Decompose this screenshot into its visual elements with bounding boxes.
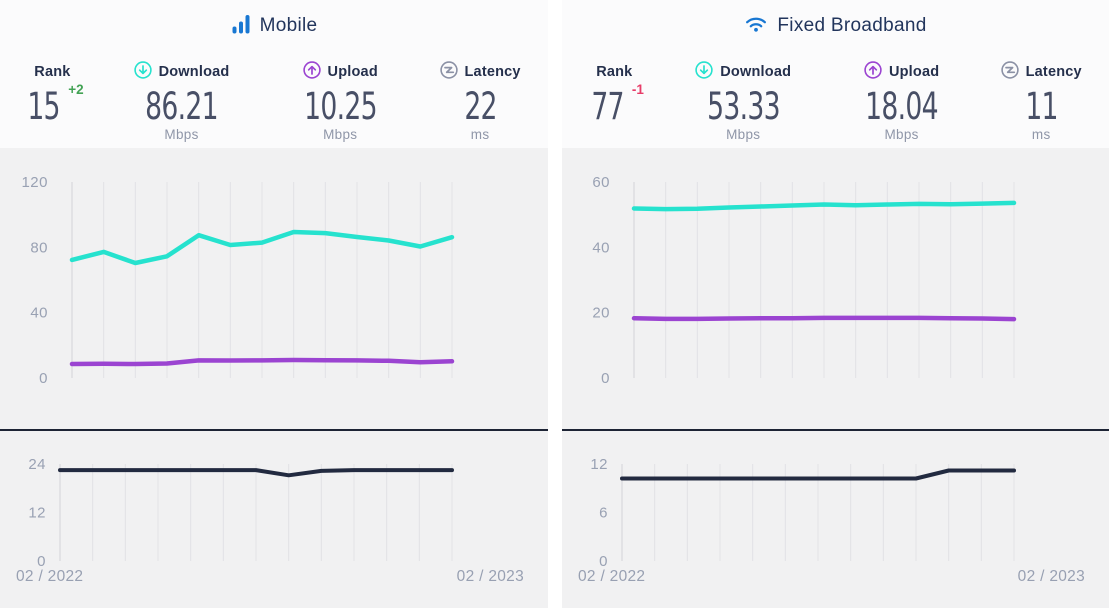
latency-unit: ms	[1031, 127, 1051, 142]
latency-label: Latency	[464, 64, 521, 80]
rank-delta-badge: +2	[68, 82, 84, 97]
fixed-latency-chart[interactable]: 0 6 12	[562, 440, 1109, 568]
stat-upload: Upload 10.25 Mbps	[262, 60, 418, 142]
download-arrow-icon	[695, 60, 713, 84]
chart-divider	[0, 429, 548, 431]
latency-zigzag-icon	[439, 60, 458, 84]
x-axis-labels: 02 / 2022 02 / 2023	[16, 568, 524, 586]
svg-text:12: 12	[590, 456, 608, 473]
stat-upload: Upload 18.04 Mbps	[824, 60, 980, 142]
x-axis-start-label: 02 / 2022	[16, 568, 84, 585]
x-axis-end-label: 02 / 2023	[1017, 568, 1085, 585]
latency-zigzag-icon	[1000, 60, 1019, 84]
svg-text:40: 40	[30, 305, 48, 322]
download-label: Download	[158, 64, 230, 80]
chart-divider	[562, 429, 1109, 431]
fixed-title-row[interactable]: Fixed Broadband	[562, 0, 1109, 41]
mobile-charts-area: 0 40 80 120 0 12 24 02 / 2022 02 / 2023	[0, 148, 548, 608]
stat-latency: Latency 11 ms	[979, 60, 1103, 142]
svg-text:20: 20	[592, 305, 610, 322]
upload-unit: Mbps	[884, 127, 919, 142]
fixed-broadband-panel: Fixed Broadband Rank 77 -1	[562, 0, 1109, 608]
panel-gap-divider	[548, 0, 562, 608]
upload-arrow-icon	[864, 60, 882, 84]
svg-text:120: 120	[21, 174, 48, 191]
svg-text:0: 0	[599, 553, 608, 568]
download-unit: Mbps	[164, 127, 199, 142]
upload-label: Upload	[888, 64, 940, 80]
fixed-stats-row: Rank 77 -1	[562, 60, 1109, 142]
x-axis-start-label: 02 / 2022	[578, 568, 646, 585]
svg-text:80: 80	[30, 239, 48, 256]
download-value: 86.21	[145, 85, 218, 128]
upload-unit: Mbps	[323, 127, 358, 142]
stat-download: Download 53.33 Mbps	[663, 60, 824, 142]
fixed-panel-header: Fixed Broadband Rank 77 -1	[562, 0, 1109, 148]
download-arrow-icon	[133, 60, 152, 84]
svg-text:0: 0	[601, 370, 610, 387]
download-label: Download	[720, 64, 792, 80]
mobile-latency-chart[interactable]: 0 12 24	[0, 440, 548, 568]
stat-rank: Rank 77 -1	[566, 62, 663, 142]
mobile-speed-chart[interactable]: 0 40 80 120	[0, 148, 548, 429]
x-axis-labels: 02 / 2022 02 / 2023	[578, 568, 1085, 586]
x-axis-end-label: 02 / 2023	[456, 568, 524, 585]
download-value: 53.33	[706, 85, 780, 128]
svg-text:0: 0	[37, 553, 46, 568]
fixed-speed-chart[interactable]: 0 20 40 60	[562, 148, 1109, 429]
panel-title: Mobile	[259, 15, 318, 36]
wifi-icon	[744, 14, 768, 39]
rank-value: 77	[591, 85, 624, 128]
upload-label: Upload	[327, 64, 378, 80]
mobile-stats-row: Rank 15 +2	[0, 60, 548, 142]
upload-value: 18.04	[865, 85, 938, 128]
latency-value: 22	[463, 85, 497, 128]
mobile-panel: Mobile Rank 15 +2	[0, 0, 548, 608]
upload-arrow-icon	[302, 60, 321, 84]
svg-text:40: 40	[592, 239, 610, 256]
latency-label: Latency	[1025, 64, 1082, 80]
mobile-title-row[interactable]: Mobile	[0, 0, 548, 41]
rank-label: Rank	[596, 64, 633, 80]
svg-text:24: 24	[28, 456, 46, 473]
latency-value: 11	[1024, 85, 1058, 128]
stat-rank: Rank 15 +2	[4, 62, 101, 142]
svg-text:60: 60	[592, 174, 610, 191]
rank-label: Rank	[34, 64, 71, 80]
fixed-charts-area: 0 20 40 60 0 6 12 02 / 2022 02 / 2023	[562, 148, 1109, 608]
panel-title: Fixed Broadband	[777, 15, 927, 36]
rank-delta-badge: -1	[631, 82, 644, 97]
stat-latency: Latency 22 ms	[418, 60, 542, 142]
svg-text:0: 0	[39, 370, 48, 387]
mobile-panel-header: Mobile Rank 15 +2	[0, 0, 548, 148]
mobile-bars-icon	[231, 13, 251, 40]
download-unit: Mbps	[726, 127, 761, 142]
stat-download: Download 86.21 Mbps	[101, 60, 262, 142]
rank-value: 15	[27, 85, 60, 128]
latency-unit: ms	[470, 127, 490, 142]
upload-value: 10.25	[303, 85, 377, 128]
svg-text:12: 12	[28, 505, 46, 522]
svg-text:6: 6	[599, 505, 608, 522]
